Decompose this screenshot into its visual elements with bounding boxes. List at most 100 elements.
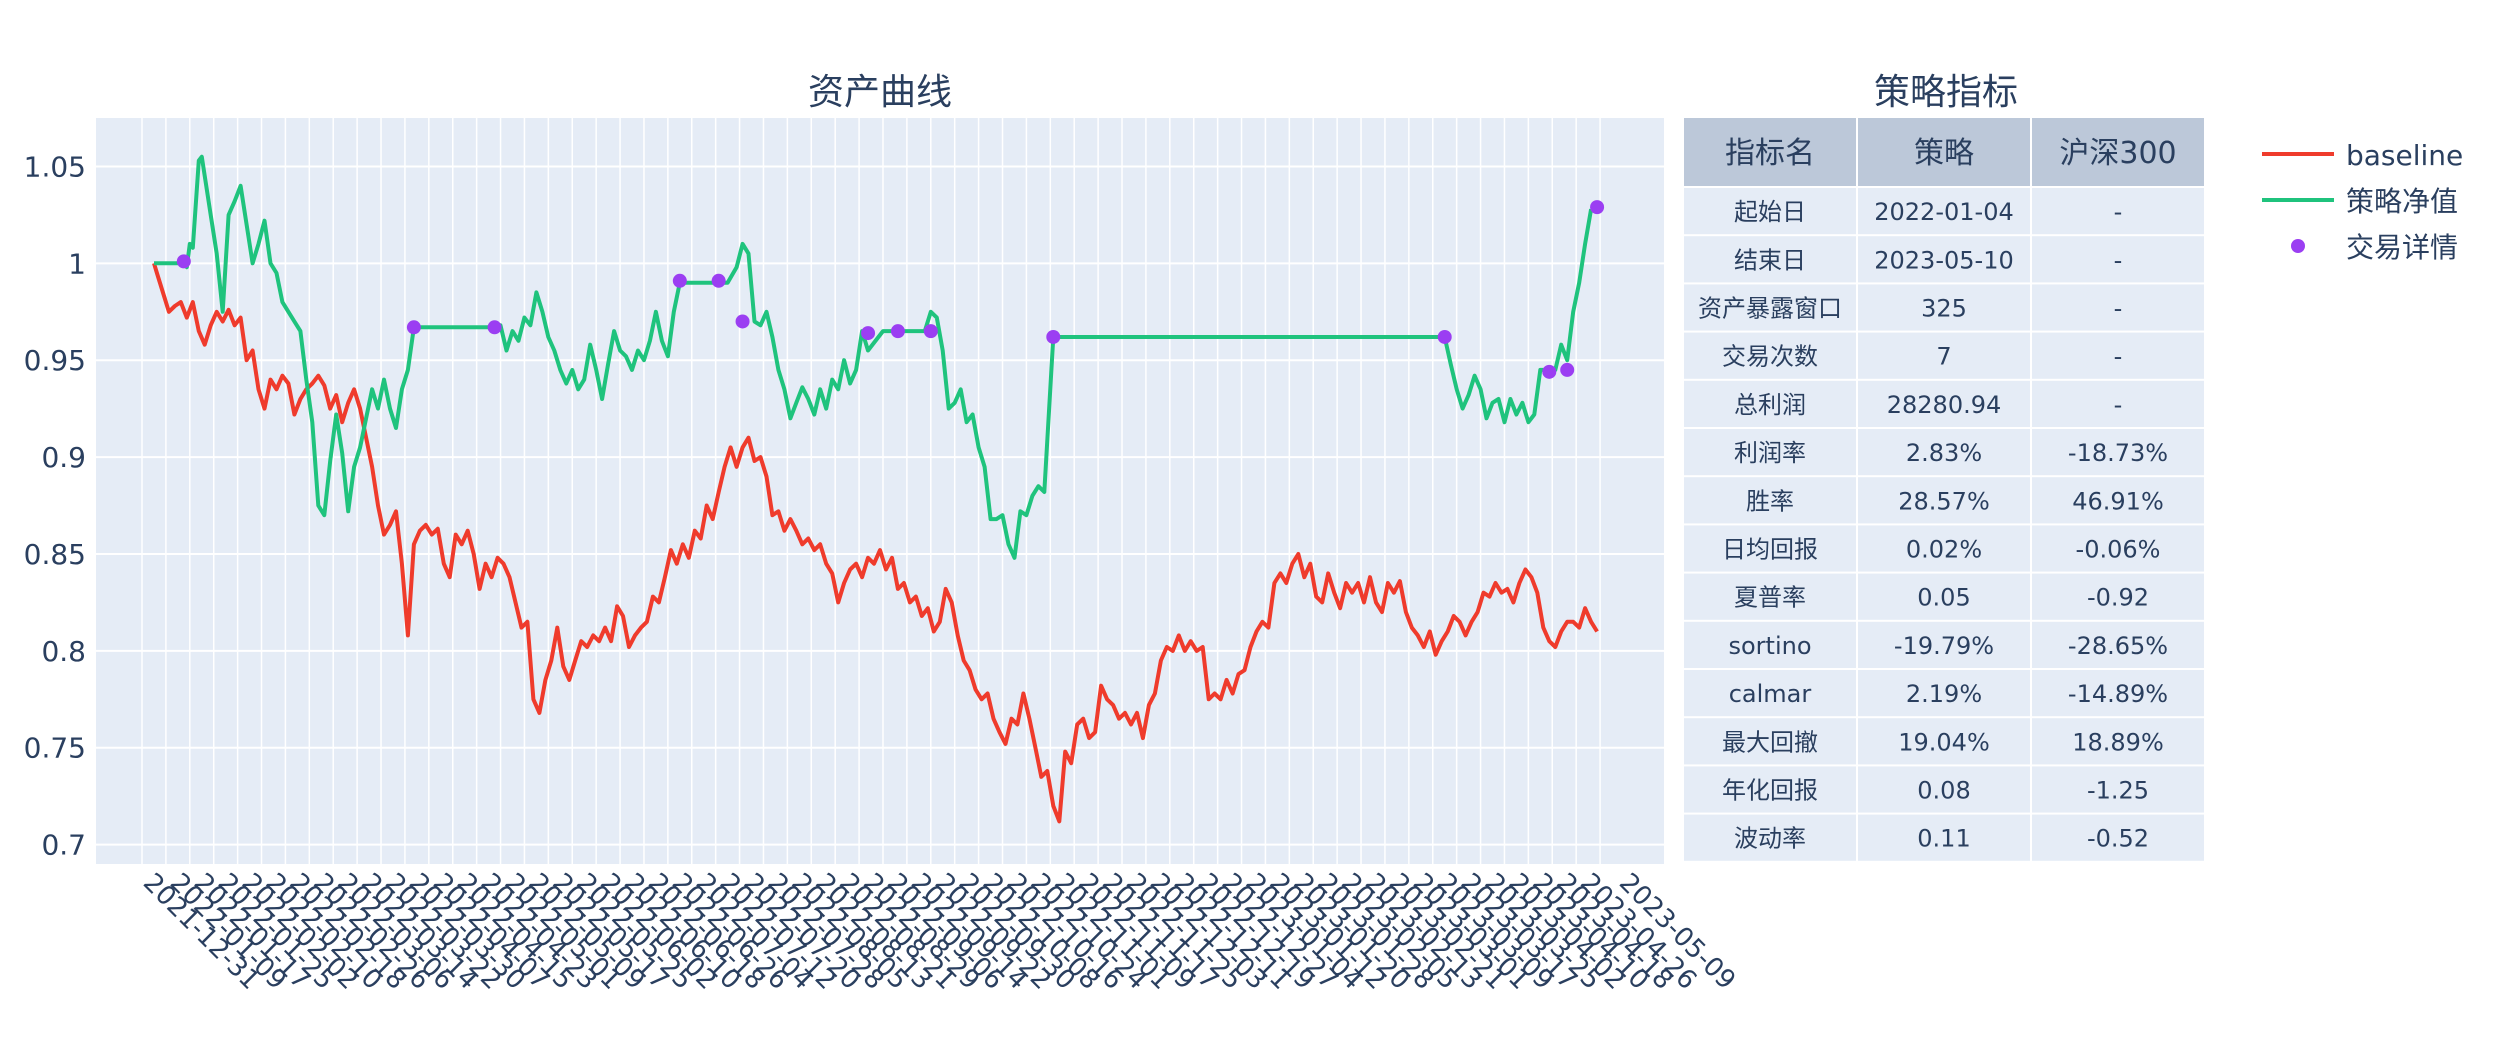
metric-name: 胜率 — [1746, 487, 1794, 515]
table-header-cell — [1684, 118, 1856, 186]
legend-marker-swatch — [2291, 239, 2305, 253]
table-cell — [1684, 236, 1856, 283]
table-cell — [2032, 429, 2204, 476]
benchmark-value: - — [2114, 295, 2123, 323]
trade-marker-point[interactable] — [890, 324, 905, 339]
trade-marker-point[interactable] — [711, 273, 726, 288]
strategy-metrics-table: 策略指标 指标名 策略 沪深300 起始日 2022-01-04 - 结束日 2023-05-… — [1684, 72, 2204, 861]
metric-name: 起始日 — [1734, 198, 1806, 226]
metric-name: 年化回报 — [1722, 777, 1818, 805]
x-axis-ticks: 2021-12-312022-01-092022-01-172022-01-25… — [137, 868, 1741, 996]
trade-markers[interactable] — [176, 200, 1605, 379]
strategy-value: 325 — [1921, 295, 1967, 323]
strategy-value: 2.19% — [1906, 680, 1982, 708]
trade-marker-point[interactable] — [1542, 364, 1557, 379]
trade-marker-point[interactable] — [1437, 329, 1452, 344]
table-cell — [2032, 477, 2204, 524]
table-cell — [2032, 766, 2204, 813]
table-cell — [2032, 332, 2204, 379]
legend-item[interactable]: 交易详情 — [2291, 231, 2458, 264]
y-tick-label: 0.95 — [24, 344, 86, 377]
table-cell — [2032, 718, 2204, 765]
table-cell — [1858, 477, 2030, 524]
trade-marker-point[interactable] — [487, 320, 502, 335]
table-header-cell — [2032, 118, 2204, 186]
table-cell — [1684, 332, 1856, 379]
benchmark-value: -18.73% — [2068, 439, 2168, 467]
table-cell — [1684, 188, 1856, 235]
benchmark-value: -0.52 — [2087, 825, 2149, 853]
strategy-value: 0.11 — [1917, 825, 1970, 853]
table-cell — [1684, 380, 1856, 427]
table-cell — [1684, 573, 1856, 620]
strategy-value: 0.08 — [1917, 777, 1970, 805]
table-cell — [1858, 718, 2030, 765]
strategy-value: 2.83% — [1906, 439, 1982, 467]
benchmark-value: -0.06% — [2076, 536, 2161, 564]
benchmark-value: - — [2114, 391, 2123, 419]
metric-name: 最大回撤 — [1722, 728, 1818, 756]
table-cell — [1684, 670, 1856, 717]
trade-marker-point[interactable] — [176, 254, 191, 269]
table-cell — [1858, 621, 2030, 668]
trade-marker-point[interactable] — [672, 273, 687, 288]
table-cell — [1858, 188, 2030, 235]
legend-item[interactable]: 策略净值 — [2262, 185, 2458, 218]
strategy-value: 7 — [1936, 343, 1951, 371]
benchmark-value: 46.91% — [2072, 487, 2164, 515]
y-tick-label: 0.8 — [41, 635, 86, 668]
metric-name: 日均回报 — [1722, 536, 1818, 564]
trade-marker-point[interactable] — [1046, 329, 1061, 344]
metric-name: 资产暴露窗口 — [1698, 295, 1842, 323]
trade-marker-point[interactable] — [861, 326, 876, 341]
trade-marker-point[interactable] — [923, 324, 938, 339]
table-cell — [2032, 188, 2204, 235]
trade-marker-point[interactable] — [1590, 200, 1605, 215]
table-header-text: 指标名 — [1725, 136, 1815, 171]
metric-name: calmar — [1729, 680, 1812, 708]
table-cell — [1858, 766, 2030, 813]
chart-title-asset-curve: 资产曲线 — [808, 72, 952, 113]
metric-name: 交易次数 — [1722, 343, 1818, 371]
table-cell — [1684, 429, 1856, 476]
table-header-cell — [1858, 118, 2030, 186]
y-tick-label: 1.05 — [24, 150, 86, 183]
table-cell — [1858, 380, 2030, 427]
y-tick-label: 0.85 — [24, 538, 86, 571]
table-cell — [1858, 670, 2030, 717]
table-cell — [1858, 814, 2030, 861]
legend-label: 交易详情 — [2346, 231, 2458, 264]
table-cell — [1684, 718, 1856, 765]
benchmark-value: - — [2114, 246, 2123, 274]
table-cell — [1684, 477, 1856, 524]
legend-item[interactable]: baseline — [2262, 139, 2463, 172]
table-cell — [1858, 573, 2030, 620]
benchmark-value: -0.92 — [2087, 584, 2149, 612]
table-cell — [1858, 525, 2030, 572]
metric-name: 波动率 — [1734, 825, 1806, 853]
table-cell — [1684, 814, 1856, 861]
y-tick-label: 1 — [68, 247, 86, 280]
benchmark-value: -1.25 — [2087, 777, 2149, 805]
metric-name: 结束日 — [1734, 246, 1806, 274]
strategy-value: 28280.94 — [1887, 391, 2002, 419]
strategy-value: 28.57% — [1898, 487, 1990, 515]
strategy-value: 0.05 — [1917, 584, 1970, 612]
table-cell — [1684, 621, 1856, 668]
trade-marker-point[interactable] — [735, 314, 750, 329]
y-tick-label: 0.7 — [41, 829, 86, 862]
trade-marker-point[interactable] — [406, 320, 421, 335]
table-cell — [1684, 766, 1856, 813]
trade-marker-point[interactable] — [1560, 362, 1575, 377]
table-cell — [2032, 284, 2204, 331]
table-cell — [2032, 525, 2204, 572]
table-cell — [2032, 670, 2204, 717]
table-cell — [1858, 284, 2030, 331]
table-cell — [1858, 332, 2030, 379]
baseline-series-line[interactable] — [152, 262, 1599, 824]
table-cell — [2032, 573, 2204, 620]
strategy-value: 0.02% — [1906, 536, 1982, 564]
table-cell — [2032, 621, 2204, 668]
metric-name: 利润率 — [1734, 439, 1806, 467]
